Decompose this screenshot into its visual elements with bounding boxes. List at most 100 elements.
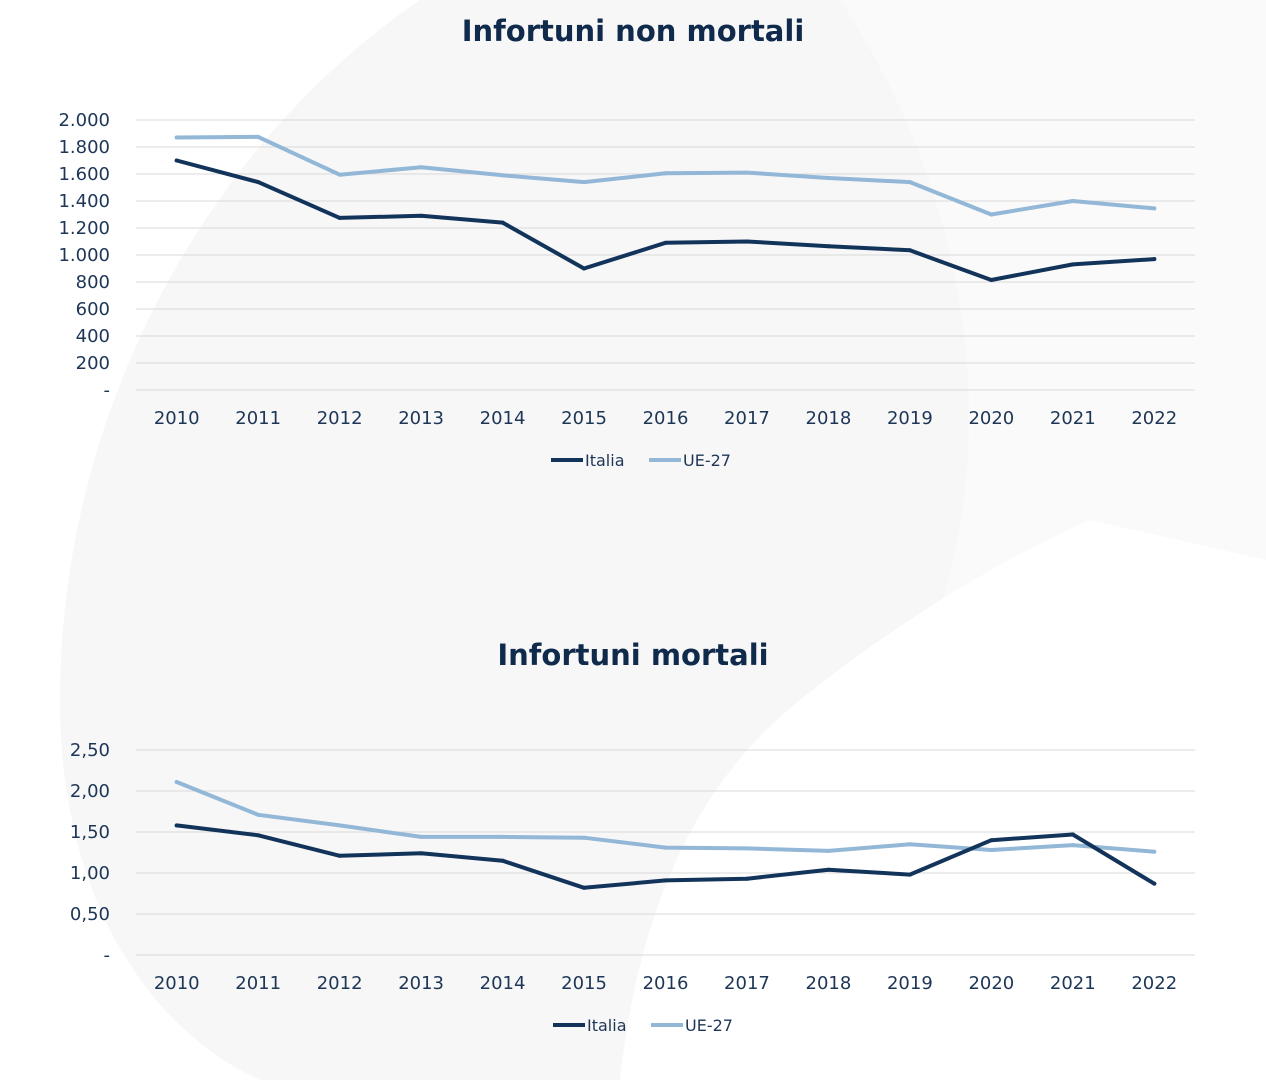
data-point-ue27 xyxy=(744,846,749,851)
x-tick-label: 2011 xyxy=(235,408,281,429)
x-tick-label: 2020 xyxy=(968,408,1014,429)
y-tick-label: 1.600 xyxy=(58,164,110,185)
data-point-italia xyxy=(1070,262,1075,267)
y-tick-label: 1.800 xyxy=(58,137,110,158)
data-point-ue27 xyxy=(1152,206,1157,211)
data-point-ue27 xyxy=(582,180,587,185)
data-point-italia xyxy=(337,215,342,220)
x-tick-label: 2010 xyxy=(154,408,200,429)
data-point-ue27 xyxy=(174,135,179,140)
x-tick-label: 2017 xyxy=(724,408,770,429)
data-point-ue27 xyxy=(337,172,342,177)
data-point-ue27 xyxy=(337,823,342,828)
y-tick-label: 1.400 xyxy=(58,191,110,212)
data-point-italia xyxy=(419,851,424,856)
data-point-ue27 xyxy=(419,834,424,839)
data-point-italia xyxy=(989,838,994,843)
x-tick-label: 2016 xyxy=(643,973,689,994)
chart-title-fatal: Infortuni mortali xyxy=(497,638,769,672)
x-tick-label: 2015 xyxy=(561,973,607,994)
y-tick-label: 2,50 xyxy=(70,740,110,761)
data-point-ue27 xyxy=(174,779,179,784)
data-point-italia xyxy=(907,872,912,877)
x-tick-label: 2013 xyxy=(398,973,444,994)
data-point-italia xyxy=(826,867,831,872)
data-point-italia xyxy=(826,244,831,249)
data-point-ue27 xyxy=(500,834,505,839)
data-point-italia xyxy=(500,220,505,225)
legend-label-italia: Italia xyxy=(587,1016,627,1035)
y-tick-label: 2,00 xyxy=(70,781,110,802)
x-tick-label: 2014 xyxy=(480,408,526,429)
data-point-italia xyxy=(744,239,749,244)
y-tick-label: 800 xyxy=(76,272,110,293)
series-line-ue27 xyxy=(174,134,1157,217)
data-point-italia xyxy=(174,823,179,828)
data-point-ue27 xyxy=(256,812,261,817)
y-tick-label: 400 xyxy=(76,326,110,347)
data-point-italia xyxy=(337,853,342,858)
y-tick-label: 1,50 xyxy=(70,822,110,843)
data-point-italia xyxy=(256,833,261,838)
data-point-ue27 xyxy=(907,842,912,847)
data-point-italia xyxy=(1152,257,1157,262)
data-point-ue27 xyxy=(663,845,668,850)
x-tick-label: 2018 xyxy=(806,408,852,429)
series-line-italia xyxy=(174,158,1157,282)
legend-label-ue27: UE-27 xyxy=(683,451,731,470)
x-tick-label: 2021 xyxy=(1050,973,1096,994)
line-chart-non-fatal: - 200 400 600 800 1.000 1.200 1.400 1.600 1.800 2.… xyxy=(58,110,1195,470)
legend-label-ue27: UE-27 xyxy=(685,1016,733,1035)
data-point-ue27 xyxy=(500,173,505,178)
data-point-ue27 xyxy=(826,848,831,853)
y-tick-label: 0,50 xyxy=(70,904,110,925)
y-tick-label: - xyxy=(104,945,111,966)
x-tick-label: 2012 xyxy=(317,973,363,994)
data-point-italia xyxy=(989,277,994,282)
data-point-italia xyxy=(1152,881,1157,886)
y-tick-label: - xyxy=(104,380,111,401)
data-point-italia xyxy=(174,158,179,163)
y-tick-label: 1.200 xyxy=(58,218,110,239)
x-tick-label: 2019 xyxy=(887,408,933,429)
y-tick-label: 2.000 xyxy=(58,110,110,131)
x-tick-label: 2016 xyxy=(643,408,689,429)
x-tick-label: 2010 xyxy=(154,973,200,994)
x-tick-label: 2017 xyxy=(724,973,770,994)
x-tick-label: 2020 xyxy=(968,973,1014,994)
data-point-ue27 xyxy=(582,835,587,840)
x-tick-label: 2012 xyxy=(317,408,363,429)
data-point-italia xyxy=(663,878,668,883)
data-point-ue27 xyxy=(256,134,261,139)
legend-label-italia: Italia xyxy=(585,451,625,470)
data-point-italia xyxy=(582,885,587,890)
x-tick-label: 2022 xyxy=(1131,973,1177,994)
data-point-ue27 xyxy=(419,165,424,170)
line-chart-fatal: - 0,50 1,00 1,50 2,00 2,50 2010 2011 2012 2013 201… xyxy=(70,740,1195,1035)
x-tick-label: 2022 xyxy=(1131,408,1177,429)
y-tick-label: 1,00 xyxy=(70,863,110,884)
y-tick-label: 1.000 xyxy=(58,245,110,266)
x-tick-label: 2019 xyxy=(887,973,933,994)
data-point-ue27 xyxy=(989,848,994,853)
data-point-italia xyxy=(419,213,424,218)
data-point-ue27 xyxy=(1070,843,1075,848)
data-point-italia xyxy=(500,858,505,863)
x-tick-label: 2014 xyxy=(480,973,526,994)
data-point-italia xyxy=(256,180,261,185)
chart-title-non-fatal: Infortuni non mortali xyxy=(461,14,805,48)
series-line-ue27 xyxy=(174,780,1157,854)
x-tick-label: 2013 xyxy=(398,408,444,429)
x-tick-label: 2011 xyxy=(235,973,281,994)
data-point-italia xyxy=(582,266,587,271)
y-tick-label: 600 xyxy=(76,299,110,320)
y-tick-label: 200 xyxy=(76,353,110,374)
data-point-ue27 xyxy=(907,180,912,185)
data-point-ue27 xyxy=(1070,199,1075,203)
data-point-ue27 xyxy=(826,176,831,181)
x-tick-label: 2021 xyxy=(1050,408,1096,429)
background-swoosh-center xyxy=(620,520,1266,1080)
data-point-ue27 xyxy=(744,170,749,175)
data-point-italia xyxy=(744,876,749,881)
data-point-ue27 xyxy=(989,212,994,217)
